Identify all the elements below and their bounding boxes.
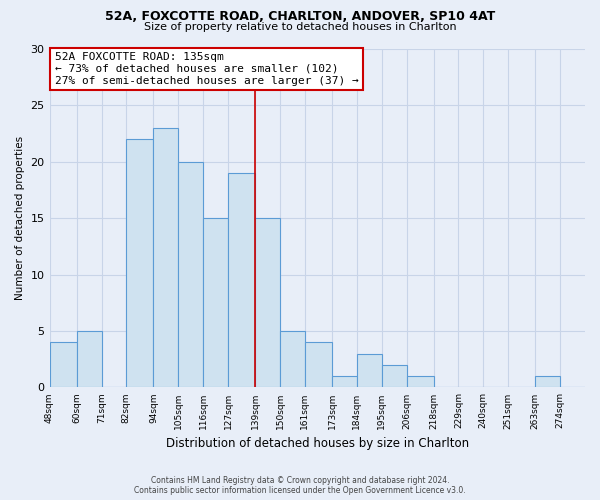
- Bar: [203, 218, 228, 388]
- Bar: [154, 128, 178, 388]
- Bar: [332, 376, 357, 388]
- Bar: [280, 331, 305, 388]
- Bar: [228, 173, 255, 388]
- Bar: [178, 162, 203, 388]
- Bar: [357, 354, 382, 388]
- Bar: [77, 331, 101, 388]
- X-axis label: Distribution of detached houses by size in Charlton: Distribution of detached houses by size …: [166, 437, 469, 450]
- Bar: [305, 342, 332, 388]
- Text: 52A FOXCOTTE ROAD: 135sqm
← 73% of detached houses are smaller (102)
27% of semi: 52A FOXCOTTE ROAD: 135sqm ← 73% of detac…: [55, 52, 359, 86]
- Bar: [127, 139, 154, 388]
- Bar: [255, 218, 280, 388]
- Text: 52A, FOXCOTTE ROAD, CHARLTON, ANDOVER, SP10 4AT: 52A, FOXCOTTE ROAD, CHARLTON, ANDOVER, S…: [105, 10, 495, 23]
- Bar: [382, 365, 407, 388]
- Text: Size of property relative to detached houses in Charlton: Size of property relative to detached ho…: [143, 22, 457, 32]
- Y-axis label: Number of detached properties: Number of detached properties: [15, 136, 25, 300]
- Bar: [535, 376, 560, 388]
- Bar: [407, 376, 434, 388]
- Bar: [50, 342, 77, 388]
- Text: Contains HM Land Registry data © Crown copyright and database right 2024.
Contai: Contains HM Land Registry data © Crown c…: [134, 476, 466, 495]
